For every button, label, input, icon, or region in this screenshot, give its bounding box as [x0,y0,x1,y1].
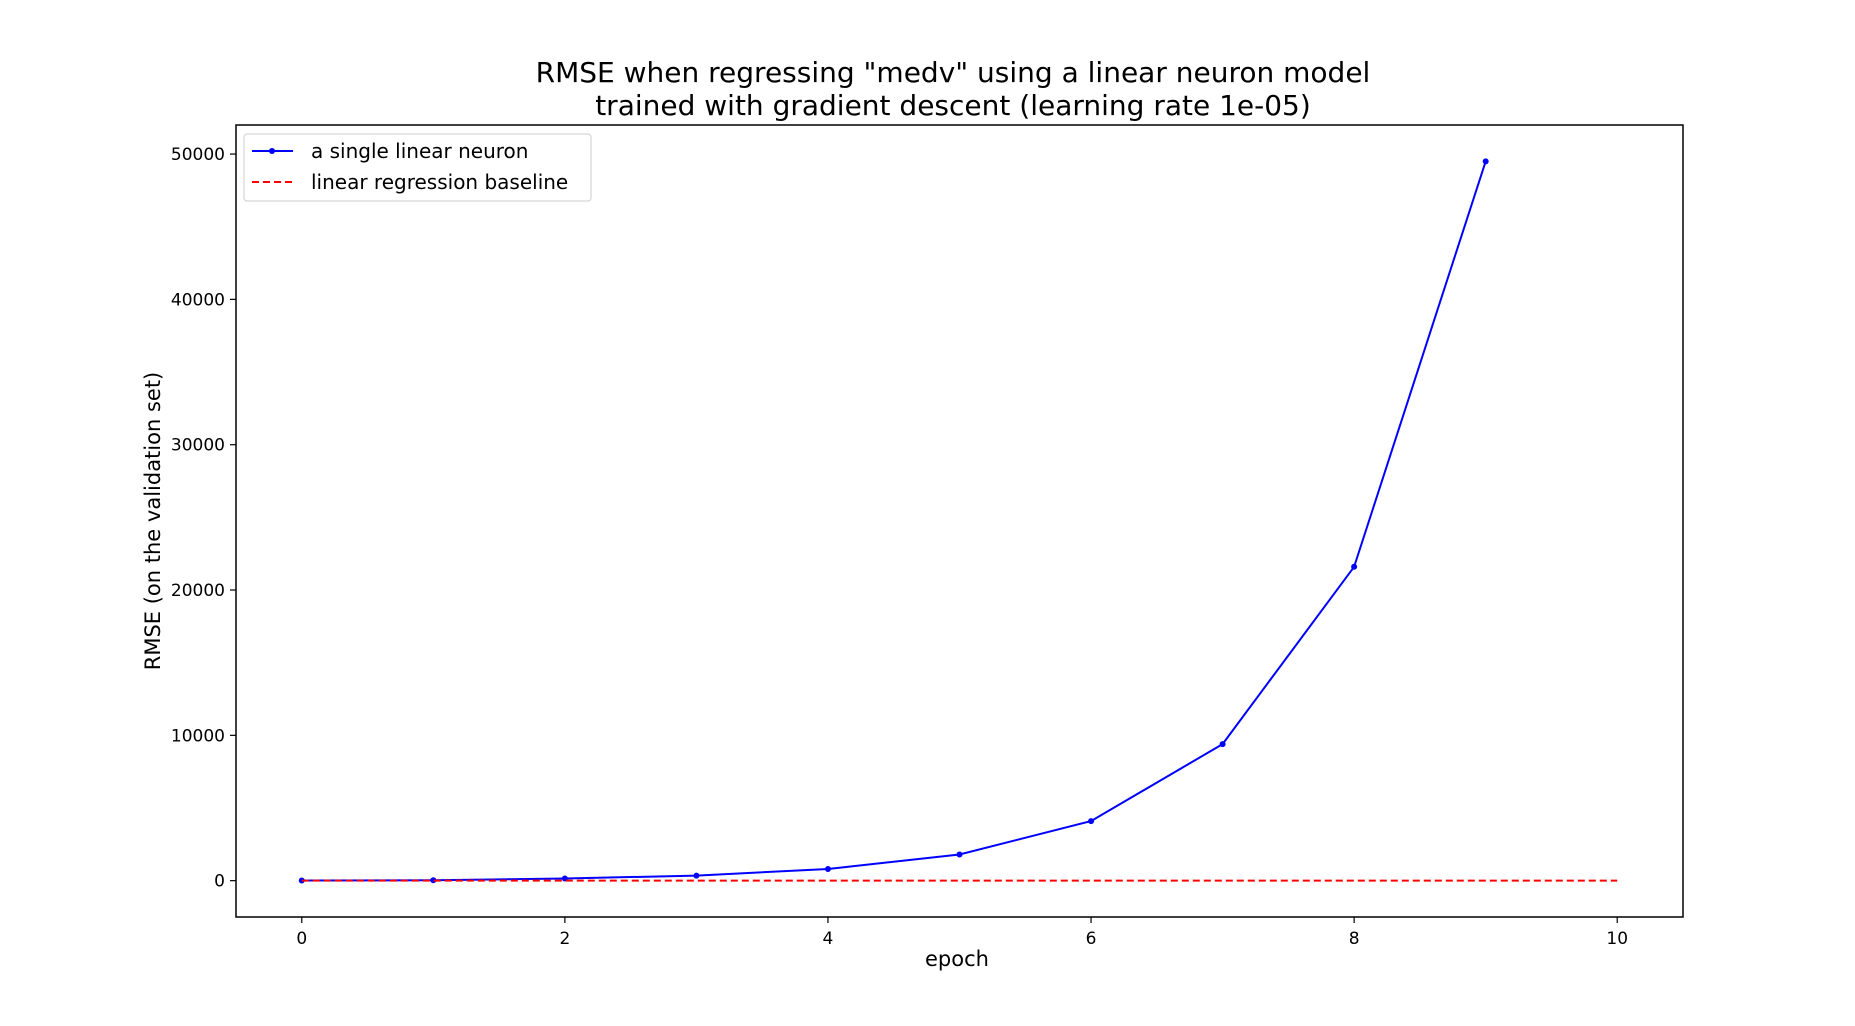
y-axis: 0 10000 20000 30000 40000 50000 [171,145,236,892]
plot-frame [235,124,1684,918]
legend-marker-neuron [269,148,275,154]
series-layer [298,158,1618,884]
legend-box [243,133,592,202]
x-tick-label: 8 [1349,929,1360,949]
x-axis-label: epoch [925,947,989,971]
data-point [1219,741,1226,748]
legend: a single linear neuron linear regression… [243,133,592,202]
data-point [693,872,700,879]
y-axis-label: RMSE (on the validation set) [141,372,165,671]
x-tick-label: 10 [1606,929,1628,949]
y-tick-label: 40000 [171,290,225,310]
y-tick-label: 10000 [171,726,225,746]
series-line-0 [301,160,1487,882]
y-tick-label: 30000 [171,436,225,456]
y-tick-label: 50000 [171,145,225,165]
data-point [298,877,305,884]
chart-title-line-2: trained with gradient descent (learning … [595,89,1311,122]
data-point [956,851,963,858]
y-tick-label: 20000 [171,581,225,601]
x-tick-label: 0 [296,929,307,949]
data-point [824,866,831,873]
y-tick-label: 0 [214,872,225,892]
data-point [1088,818,1095,825]
x-tick-label: 2 [559,929,570,949]
legend-label-baseline: linear regression baseline [311,170,568,194]
data-point [1351,563,1358,570]
chart-title-line-1: RMSE when regressing "medv" using a line… [536,56,1371,89]
x-tick-label: 4 [823,929,834,949]
legend-label-neuron: a single linear neuron [311,139,528,163]
data-point [1482,158,1489,165]
x-tick-label: 6 [1086,929,1097,949]
x-axis: 0 2 4 6 8 10 [296,917,1628,949]
data-point [430,877,437,884]
